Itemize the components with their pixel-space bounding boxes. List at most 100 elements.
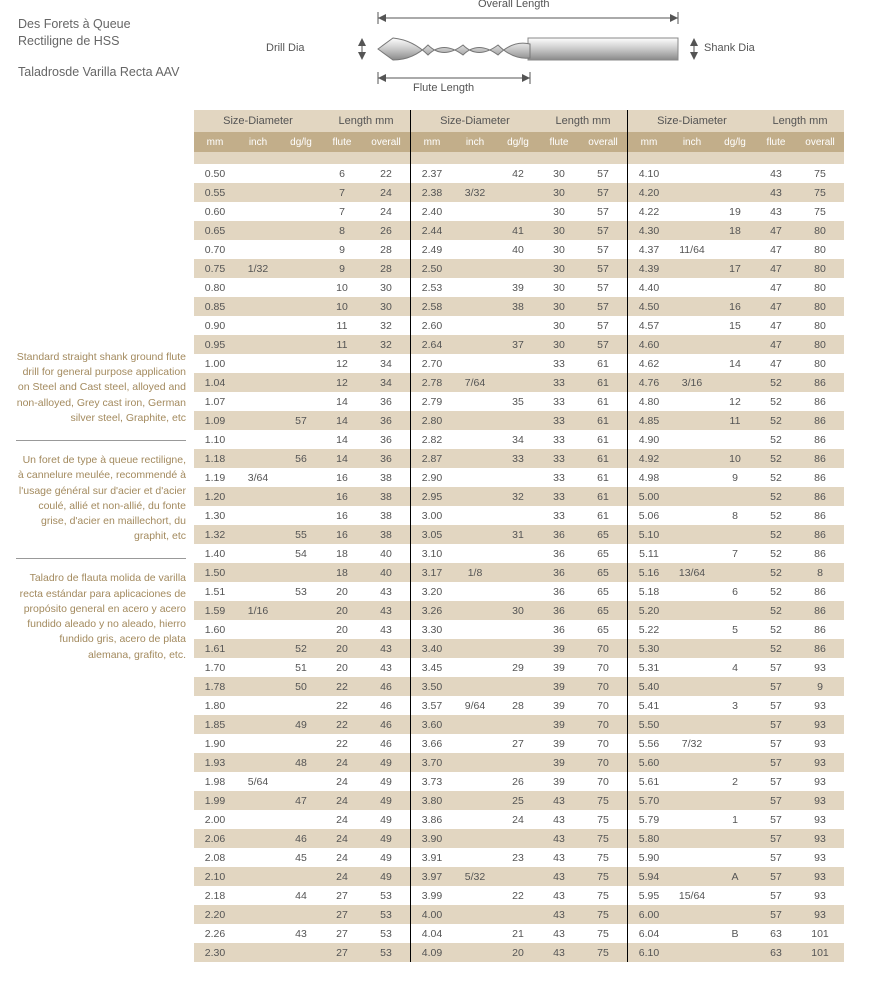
cell: 57 [579, 183, 627, 202]
cell: 53 [280, 582, 322, 601]
cell: 61 [579, 392, 627, 411]
divider [16, 440, 186, 441]
cell: 30 [362, 278, 410, 297]
cell: 0.65 [194, 221, 236, 240]
table-row: 3.66273970 [411, 734, 627, 753]
cell: 40 [362, 544, 410, 563]
desc-fr: Un foret de type à queue rectiligne, à c… [16, 453, 186, 544]
cell: 1.93 [194, 753, 236, 772]
cell: 61 [579, 506, 627, 525]
cell: 5.00 [628, 487, 670, 506]
header-len: Length mm [539, 110, 627, 132]
cell: 14 [322, 411, 362, 430]
cell [453, 506, 497, 525]
cell: 38 [497, 297, 539, 316]
cell: 75 [579, 905, 627, 924]
cell: 7 [322, 202, 362, 221]
cell: 39 [539, 734, 579, 753]
cell [236, 753, 280, 772]
cell: 47 [756, 278, 796, 297]
cell: 1.00 [194, 354, 236, 373]
cell [453, 639, 497, 658]
header-dg: dg/lg [497, 132, 539, 152]
cell: 3.57 [411, 696, 453, 715]
cell: 14 [714, 354, 756, 373]
cell: 3.30 [411, 620, 453, 639]
cell [670, 354, 714, 373]
cell [497, 639, 539, 658]
cell: 57 [756, 867, 796, 886]
cell: 65 [579, 525, 627, 544]
cell [236, 506, 280, 525]
cell: 12 [322, 354, 362, 373]
cell: 6 [714, 582, 756, 601]
cell: 57 [579, 164, 627, 183]
cell: 93 [796, 734, 844, 753]
cell [453, 734, 497, 753]
cell: 3.90 [411, 829, 453, 848]
cell: 47 [756, 297, 796, 316]
cell: 38 [362, 468, 410, 487]
cell: 27 [322, 924, 362, 943]
cell [497, 715, 539, 734]
table-row: 2.302753 [194, 943, 410, 962]
cell: 57 [756, 677, 796, 696]
cell: 20 [322, 639, 362, 658]
label-overall: Overall Length [478, 0, 550, 10]
cell: 43 [362, 582, 410, 601]
table-row: 4.3711/644780 [628, 240, 844, 259]
table-row: 1.902246 [194, 734, 410, 753]
cell: 4.40 [628, 278, 670, 297]
cell [670, 487, 714, 506]
table-row: 4.22194375 [628, 202, 844, 221]
header-dg: dg/lg [714, 132, 756, 152]
label-flute-length: Flute Length [413, 82, 474, 94]
header-mm: mm [411, 132, 453, 152]
cell: 75 [579, 943, 627, 962]
cell: 52 [756, 506, 796, 525]
cell: 0.60 [194, 202, 236, 221]
cell: 2.70 [411, 354, 453, 373]
cell: 30 [539, 335, 579, 354]
cell: 8 [322, 221, 362, 240]
cell [714, 563, 756, 582]
cell: 20 [322, 601, 362, 620]
cell: 2.38 [411, 183, 453, 202]
header-len: Length mm [322, 110, 410, 132]
cell [280, 696, 322, 715]
cell: 3.10 [411, 544, 453, 563]
cell: 28 [362, 259, 410, 278]
cell: 22 [322, 734, 362, 753]
table-row: 2.95323361 [411, 487, 627, 506]
cell [497, 829, 539, 848]
cell: 75 [579, 810, 627, 829]
cell: 70 [579, 658, 627, 677]
cell: 43 [539, 886, 579, 905]
cell: 27 [322, 905, 362, 924]
cell [453, 544, 497, 563]
cell: 39 [497, 278, 539, 297]
table-row: 5.4135793 [628, 696, 844, 715]
cell: 54 [280, 544, 322, 563]
table-row: 2.64373057 [411, 335, 627, 354]
cell: 5 [714, 620, 756, 639]
cell: 80 [796, 335, 844, 354]
cell: 39 [539, 753, 579, 772]
cell: 3.40 [411, 639, 453, 658]
desc-en: Standard straight shank ground flute dri… [16, 350, 186, 426]
cell: 3.17 [411, 563, 453, 582]
title-block: Des Forets à Queue Rectiligne de HSS Tal… [0, 0, 188, 95]
cell: 70 [579, 696, 627, 715]
cell: 5.40 [628, 677, 670, 696]
cell [236, 392, 280, 411]
cell: 22 [322, 715, 362, 734]
table-row: 1.99472449 [194, 791, 410, 810]
cell: 4.76 [628, 373, 670, 392]
table-row: 1.61522043 [194, 639, 410, 658]
table-row: 5.605793 [628, 753, 844, 772]
cell: 2.90 [411, 468, 453, 487]
cell [670, 639, 714, 658]
cell [670, 848, 714, 867]
cell: 53 [362, 886, 410, 905]
table-row: 4.9895286 [628, 468, 844, 487]
